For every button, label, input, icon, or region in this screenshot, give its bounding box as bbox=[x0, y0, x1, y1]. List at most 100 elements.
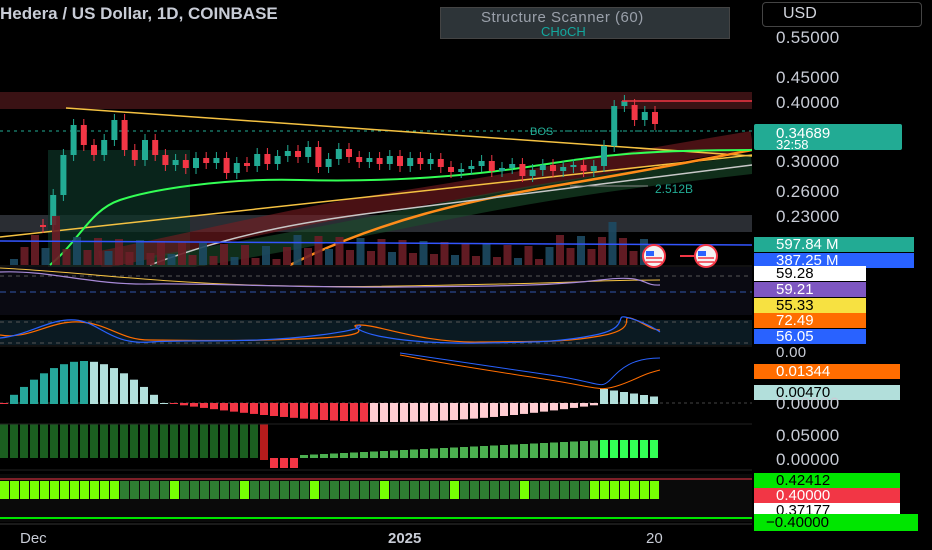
time-label-2025: 2025 bbox=[388, 530, 422, 547]
volume-bar bbox=[314, 236, 323, 265]
bottom-bar bbox=[470, 481, 479, 499]
macd-bar bbox=[70, 361, 78, 404]
osc-bar bbox=[370, 451, 378, 458]
candle-body bbox=[70, 125, 77, 155]
volume-bar bbox=[220, 244, 228, 265]
macd-bar bbox=[130, 379, 138, 404]
candle-body bbox=[539, 165, 546, 170]
orange-ma bbox=[289, 148, 753, 267]
volume-bar bbox=[577, 236, 585, 265]
osc-axis-label: 0.05000 bbox=[776, 426, 840, 445]
osc-bar bbox=[290, 458, 298, 468]
candle-body bbox=[631, 105, 638, 120]
bottom-bar bbox=[300, 481, 309, 499]
volume-bar bbox=[262, 246, 270, 265]
osc-bar bbox=[70, 424, 78, 458]
candle-body bbox=[448, 167, 454, 172]
candle-body bbox=[580, 165, 587, 171]
chart-canvas[interactable]: BOS 2.512B bbox=[0, 0, 754, 550]
lower-trendline bbox=[0, 154, 753, 238]
volume-bar bbox=[377, 239, 386, 265]
volume-bar bbox=[199, 243, 207, 265]
candle-body bbox=[233, 163, 240, 173]
osc-bar bbox=[0, 424, 8, 458]
volume-bar bbox=[31, 235, 39, 265]
candle-body bbox=[111, 120, 118, 140]
macd-tag: 0.01344 bbox=[754, 364, 900, 379]
bottom-bar bbox=[460, 481, 469, 499]
macd-bar bbox=[560, 403, 568, 410]
volume-bar bbox=[146, 253, 155, 265]
price-label: 0.55000 bbox=[776, 28, 840, 47]
volume-bar bbox=[367, 251, 375, 265]
osc-bar bbox=[160, 424, 168, 458]
macd-tag: 0.00470 bbox=[754, 385, 900, 400]
macd-bar bbox=[290, 403, 298, 418]
macd-bar bbox=[490, 403, 498, 417]
osc-bar bbox=[420, 449, 428, 458]
rsi-tag: 59.21 bbox=[754, 282, 866, 297]
structure-scanner-panel[interactable]: Structure Scanner (60) CHoCH bbox=[440, 7, 730, 39]
osc-bar bbox=[120, 424, 128, 458]
osc-bar bbox=[10, 424, 18, 458]
osc-bar bbox=[230, 424, 238, 458]
candle-body bbox=[223, 158, 230, 173]
macd-bar bbox=[230, 403, 238, 412]
osc-bar bbox=[110, 424, 118, 458]
macd-histogram bbox=[0, 361, 658, 422]
bottom-bar bbox=[410, 481, 419, 499]
bottom-bar bbox=[190, 481, 199, 499]
bottom-bar bbox=[200, 481, 209, 499]
macd-bar bbox=[20, 386, 28, 404]
macd-bar bbox=[80, 361, 88, 404]
volume-bar bbox=[619, 238, 627, 265]
stoch-tag: 56.05 bbox=[754, 329, 866, 344]
bottom-bar bbox=[400, 481, 409, 499]
candle-body bbox=[335, 149, 342, 159]
currency-selector[interactable]: USD bbox=[762, 2, 922, 27]
bottom-bar bbox=[310, 481, 319, 499]
bottom-bar bbox=[350, 481, 359, 499]
volume-bar bbox=[188, 255, 197, 265]
macd-bar bbox=[260, 403, 268, 416]
osc-bar bbox=[90, 424, 98, 458]
symbol-title[interactable]: Hedera / US Dollar, 1D, COINBASE bbox=[0, 4, 278, 23]
osc-bar bbox=[580, 441, 588, 458]
bottom-bar bbox=[630, 481, 639, 499]
candle-body bbox=[131, 150, 138, 160]
candle-body bbox=[427, 159, 434, 164]
bottom-bar bbox=[150, 481, 159, 499]
price-label: 0.23000 bbox=[776, 207, 840, 226]
volume-bar bbox=[598, 237, 606, 265]
bottom-histogram bbox=[0, 481, 659, 499]
candle-body bbox=[386, 156, 393, 164]
macd-bar bbox=[100, 364, 108, 404]
bottom-bar bbox=[430, 481, 439, 499]
candle-body bbox=[437, 159, 444, 167]
candle-body bbox=[601, 146, 607, 166]
volume-bar bbox=[209, 256, 218, 265]
us-flag-icon[interactable] bbox=[694, 244, 718, 268]
candle-body bbox=[60, 155, 67, 195]
macd-bar bbox=[320, 403, 328, 421]
rsi-tag: 55.33 bbox=[754, 298, 866, 313]
volume-bar bbox=[178, 242, 186, 265]
chart-area[interactable]: BOS 2.512B bbox=[0, 0, 754, 550]
volume-bar bbox=[472, 256, 480, 265]
bottom-bar bbox=[580, 481, 589, 499]
macd-bar bbox=[570, 403, 578, 408]
us-flag-icon[interactable] bbox=[642, 244, 666, 268]
bottom-bar bbox=[10, 481, 19, 499]
volume-bar bbox=[136, 240, 144, 265]
volume-bars bbox=[10, 216, 659, 265]
macd-bar bbox=[620, 392, 628, 404]
macd-bar bbox=[610, 390, 618, 404]
macd-bar bbox=[250, 403, 258, 414]
osc-bar bbox=[150, 424, 158, 458]
candle-body bbox=[590, 166, 597, 171]
bottom-bar bbox=[390, 481, 399, 499]
time-label-20: 20 bbox=[646, 530, 663, 547]
macd-bar bbox=[310, 403, 318, 420]
osc-bar bbox=[280, 458, 288, 468]
volume-bar bbox=[346, 250, 354, 265]
